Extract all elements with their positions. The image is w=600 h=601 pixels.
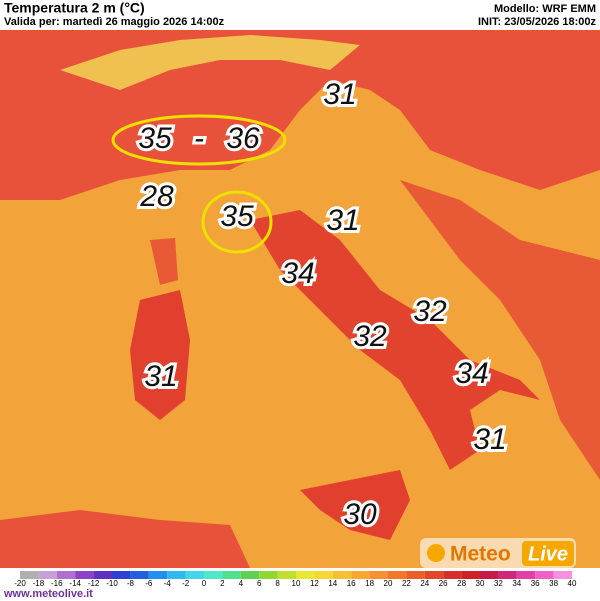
africa-coast: [0, 510, 250, 568]
legend-label: 6: [257, 579, 262, 588]
legend-swatch: [75, 571, 94, 579]
model-name: Modello: WRF EMM: [494, 3, 596, 15]
legend-label: -6: [145, 579, 153, 588]
map-title: Temperatura 2 m (°C): [4, 0, 145, 16]
legend-swatch: [516, 571, 536, 579]
temperature-callout: 32: [353, 320, 387, 353]
temperature-callout: 31: [326, 204, 359, 237]
legend-label: 20: [384, 579, 393, 588]
legend-swatch: [130, 571, 149, 579]
legend-swatch: [388, 571, 407, 579]
legend-swatch: [351, 571, 370, 579]
temperature-callout: 34: [281, 257, 314, 290]
legend-swatch: [222, 571, 241, 579]
legend-swatch: [461, 571, 480, 579]
legend-swatch: [167, 571, 186, 579]
legend-label: 14: [328, 579, 337, 588]
logo-badge: [522, 541, 574, 566]
legend-label: 34: [512, 579, 521, 588]
temperature-callout: 34: [455, 357, 488, 390]
legend-label: 16: [347, 579, 356, 588]
legend-swatch: [553, 571, 572, 579]
legend-label: 10: [292, 579, 301, 588]
legend-label: -2: [182, 579, 190, 588]
legend-label: 40: [568, 579, 577, 588]
logo-sun: [427, 544, 445, 562]
legend-label: -4: [164, 579, 172, 588]
temperature-callout: 32: [413, 295, 447, 328]
legend-swatch: [406, 571, 425, 579]
legend-label: 8: [275, 579, 280, 588]
logo-text: Meteo: [450, 543, 511, 566]
legend-swatch: [240, 571, 260, 579]
website: www.meteolive.it: [3, 588, 93, 600]
legend-swatch: [185, 571, 204, 579]
balkans: [400, 180, 600, 480]
legend-label: 38: [549, 579, 558, 588]
legend-label: -18: [33, 579, 45, 588]
temperature-callout: 31: [323, 78, 356, 111]
init-time: INIT: 23/05/2026 18:00z: [478, 16, 597, 28]
legend-swatch: [424, 571, 444, 579]
legend-swatch: [480, 571, 499, 579]
legend-label: 0: [202, 579, 207, 588]
legend-swatch: [259, 571, 278, 579]
legend-label: 30: [476, 579, 485, 588]
corsica: [150, 238, 178, 285]
temperature-callout: 36: [226, 122, 260, 155]
legend-swatch: [112, 571, 131, 579]
sardinia: [130, 290, 190, 420]
legend-swatch: [369, 571, 388, 579]
legend-swatch: [296, 571, 315, 579]
temperature-callout: 31: [144, 360, 177, 393]
legend-swatch: [332, 571, 352, 579]
legend-swatch: [277, 571, 296, 579]
legend-swatch: [443, 571, 462, 579]
legend-label: -14: [69, 579, 81, 588]
legend-label: -16: [51, 579, 63, 588]
sicily: [300, 470, 410, 540]
temperature-callout: 28: [139, 180, 174, 213]
legend-label: 22: [402, 579, 411, 588]
legend-label: -8: [127, 579, 135, 588]
temperature-callout: 35: [138, 122, 172, 155]
legend-label: 36: [531, 579, 540, 588]
temperature-callout: 35: [220, 200, 254, 233]
italy-peninsula: [250, 210, 540, 470]
logo-text: Live: [528, 543, 568, 565]
legend-swatch: [20, 571, 39, 579]
legend-label: 24: [420, 579, 429, 588]
legend-label: 18: [365, 579, 374, 588]
callout-separator: -: [194, 122, 204, 155]
legend-label: 26: [439, 579, 448, 588]
legend-label: 28: [457, 579, 466, 588]
legend-label: -10: [106, 579, 118, 588]
legend-swatch: [93, 571, 112, 579]
legend-swatch: [148, 571, 168, 579]
legend-label: -12: [88, 579, 100, 588]
legend-label: 2: [220, 579, 225, 588]
highlight-oval: [201, 190, 273, 254]
highlight-oval: [111, 114, 287, 166]
temperature-callout: 31: [473, 423, 506, 456]
legend-swatch: [204, 571, 223, 579]
alps: [60, 35, 360, 90]
legend-label: 32: [494, 579, 503, 588]
legend-swatch: [314, 571, 333, 579]
legend-label: 4: [239, 579, 244, 588]
legend-label: -20: [14, 579, 26, 588]
legend-swatch: [56, 571, 76, 579]
legend-label: 12: [310, 579, 319, 588]
header-bar: [0, 0, 600, 30]
valid-time: Valida per: martedì 26 maggio 2026 14:00…: [4, 16, 225, 28]
legend-swatch: [38, 571, 57, 579]
legend-swatch: [535, 571, 554, 579]
legend-swatch: [498, 571, 517, 579]
temperature-callout: 30: [343, 498, 377, 531]
